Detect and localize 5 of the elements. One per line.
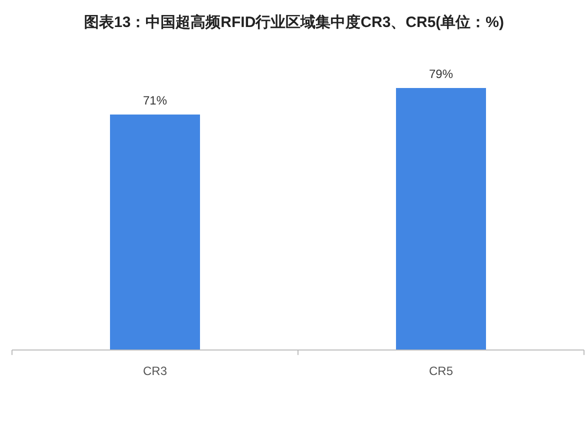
title: 图表13：中国超高频RFID行业区域集中度CR3、CR5(单位：%) [84,14,504,31]
data-label: 79% [428,67,454,81]
x-tick: CR3 [143,364,167,378]
x-tick: CR5 [429,364,453,378]
data-label: 71% [142,94,168,108]
